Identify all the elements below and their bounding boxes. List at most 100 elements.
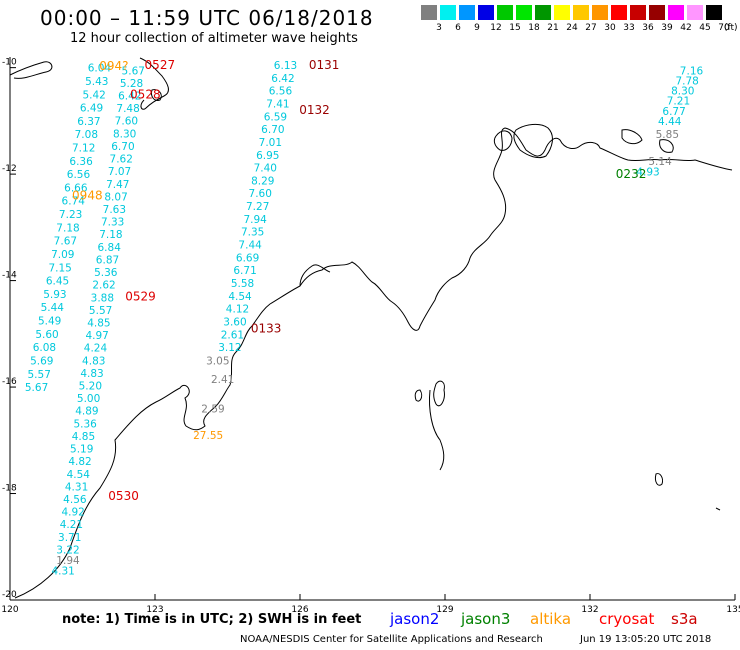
lat-label: -10: [2, 58, 17, 68]
wave-height-value: 7.67: [54, 236, 77, 248]
coastline-islet: [715, 507, 721, 511]
wave-height-value: 5.85: [656, 129, 679, 141]
coastline-arnhem-islands: [621, 129, 674, 153]
wave-height-value: 7.01: [259, 137, 282, 149]
wave-height-value: 4.54: [228, 291, 252, 303]
legend-unit: (ft): [724, 23, 738, 33]
wave-height-value: 3.05: [206, 355, 229, 367]
footnote: note: 1) Time is in UTC; 2) SWH is in fe…: [62, 612, 362, 627]
wave-height-value: 5.20: [79, 381, 102, 393]
legend-label: 18: [528, 23, 540, 33]
lat-label: -18: [2, 484, 17, 494]
wave-height-value: 7.60: [115, 116, 138, 128]
wave-height-value: 1.94: [56, 555, 80, 567]
wave-height-value: 7.07: [108, 166, 131, 178]
wave-height-value: 7.94: [243, 214, 267, 226]
wave-height-value: 6.37: [77, 116, 100, 128]
coastline-island-small: [655, 473, 663, 486]
legend-label: 33: [623, 23, 635, 33]
wave-height-value: 7.16: [680, 65, 704, 77]
wave-height-value: 7.12: [72, 143, 95, 155]
wave-height-value: 4.85: [87, 317, 110, 329]
wave-height-value: 5.42: [82, 89, 105, 101]
legend-label: 3: [436, 23, 442, 33]
legend-swatch: [592, 5, 608, 20]
credit-line: NOAA/NESDIS Center for Satellite Applica…: [240, 634, 543, 645]
wave-height-value: 5.19: [70, 444, 93, 456]
wave-height-value: 7.48: [116, 103, 139, 115]
wave-height-value: 7.18: [56, 222, 79, 234]
legend-swatch: [554, 5, 570, 20]
legend-swatch: [497, 5, 513, 20]
legend-swatch: [516, 5, 532, 20]
wave-height-labels: 6.045.435.426.496.377.087.126.366.566.66…: [25, 60, 704, 578]
lon-label: 120: [1, 605, 18, 615]
wave-height-value: 8.07: [104, 191, 127, 203]
wave-height-value: 7.62: [110, 154, 133, 166]
wave-height-value: 6.56: [269, 86, 293, 98]
wave-height-value: 3.22: [56, 544, 79, 556]
wave-height-value: 4.44: [658, 116, 682, 128]
wave-height-value: 27.55: [193, 430, 223, 442]
wave-height-value: 6.77: [662, 106, 685, 118]
legend-swatch: [459, 5, 475, 20]
coastline-roti: [151, 89, 162, 101]
satellite-cryosat: cryosat: [599, 610, 655, 628]
wave-height-value: 4.85: [72, 431, 95, 443]
wave-height-value: 5.69: [30, 355, 53, 367]
wave-height-value: 6.74: [62, 196, 86, 208]
lon-label: 132: [581, 605, 598, 615]
wave-height-value: 6.36: [69, 156, 93, 168]
wave-height-value: 4.56: [63, 494, 87, 506]
wave-height-value: 6.56: [67, 169, 91, 181]
wave-height-value: 3.71: [58, 532, 81, 544]
legend-label: 21: [547, 23, 559, 33]
wave-height-value: 7.09: [51, 249, 74, 261]
wave-height-value: 2.59: [201, 403, 224, 415]
pass-time-label: 0530: [108, 489, 139, 503]
wave-height-value: 5.00: [77, 393, 100, 405]
pass-time-label: 094?: [99, 59, 128, 73]
wave-height-value: 8.30: [113, 128, 136, 140]
wave-height-value: 5.28: [120, 78, 143, 90]
lon-label: 135: [726, 605, 740, 615]
wave-height-value: 5.36: [73, 418, 97, 430]
wave-height-value: 7.40: [254, 163, 277, 175]
pass-time-label: 0529: [125, 290, 156, 304]
legend-label: 27: [585, 23, 597, 33]
wave-height-value: 4.82: [68, 456, 91, 468]
lat-label: -16: [2, 377, 17, 387]
wave-height-value: 7.23: [59, 209, 82, 221]
legend-swatch: [630, 5, 646, 20]
lon-label: 126: [291, 605, 308, 615]
lon-label: 123: [146, 605, 163, 615]
wave-height-value: 5.57: [89, 305, 112, 317]
wave-height-value: 6.66: [64, 182, 88, 194]
legend-swatch: [687, 5, 703, 20]
coastline-gulf-east: [429, 389, 445, 471]
wave-height-value: 5.93: [43, 289, 66, 301]
wave-height-value: 6.42: [118, 91, 141, 103]
lon-label: 129: [436, 605, 453, 615]
legend-label: 15: [509, 23, 521, 33]
wave-height-value: 6.71: [233, 265, 256, 277]
wave-height-value: 5.49: [38, 316, 61, 328]
legend-swatch: [668, 5, 684, 20]
legend-swatch: [421, 5, 437, 20]
wave-height-value: 7.35: [241, 227, 264, 239]
legend-swatch: [649, 5, 665, 20]
wave-height-value: 7.63: [103, 204, 126, 216]
wave-height-value: 4.31: [65, 481, 88, 493]
wave-height-value: 6.70: [261, 124, 284, 136]
coastline-melville-island: [513, 123, 553, 159]
legend-label: 12: [490, 23, 502, 33]
coastline-bathurst-island: [493, 130, 513, 151]
wave-height-value: 4.54: [67, 469, 91, 481]
legend-label: 42: [680, 23, 692, 33]
map-frame: [9, 57, 735, 601]
coastline-inland-water: [414, 380, 445, 407]
wave-height-value: 7.44: [238, 240, 262, 252]
wave-height-value: 6.42: [271, 73, 294, 85]
wave-height-value: 6.70: [111, 141, 134, 153]
